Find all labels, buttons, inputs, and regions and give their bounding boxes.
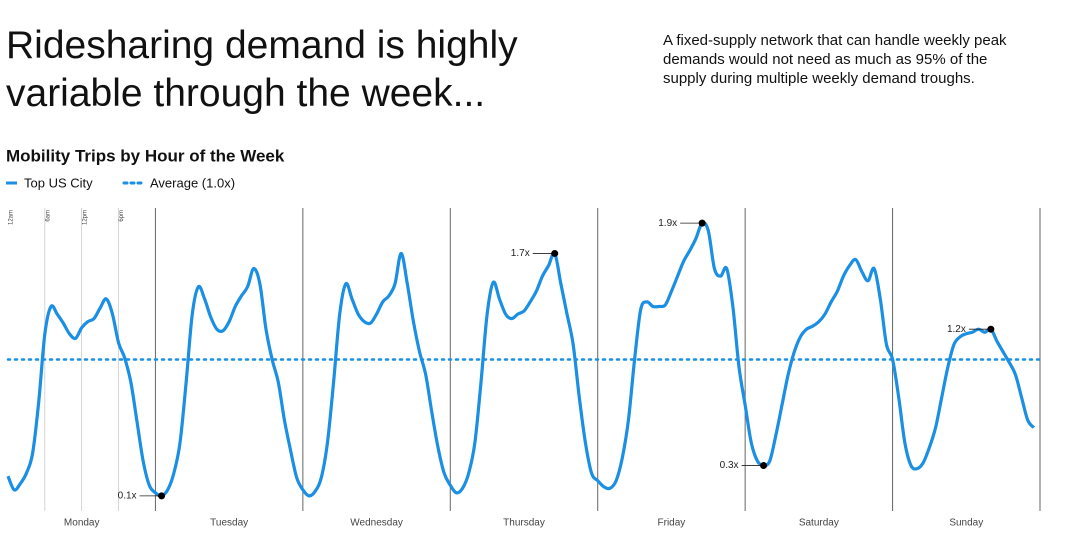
headline: Ridesharing demand is highly variable th… xyxy=(6,24,518,115)
legend-label: Average (1.0x) xyxy=(150,175,235,190)
legend-label: Top US City xyxy=(24,175,93,190)
annotation-point xyxy=(158,492,166,500)
chart-title: Mobility Trips by Hour of the Week xyxy=(6,146,285,165)
x-category-label: Wednesday xyxy=(350,518,403,529)
x-category-label: Friday xyxy=(658,518,686,529)
annotation-point xyxy=(698,219,706,227)
x-category-label: Tuesday xyxy=(210,518,248,529)
annotation-point xyxy=(760,462,768,470)
annotation-label: 1.9x xyxy=(658,218,677,229)
x-category-label: Thursday xyxy=(503,518,545,529)
series-line xyxy=(6,221,1036,498)
x-tick-label: 6am xyxy=(45,210,51,222)
description: A fixed-supply network that can handle w… xyxy=(663,32,1007,87)
annotation-point xyxy=(987,325,995,333)
annotation-label: 1.2x xyxy=(947,324,966,335)
x-category-label: Monday xyxy=(64,518,100,529)
x-category-label: Sunday xyxy=(949,518,983,529)
x-tick-label: 6pm xyxy=(119,210,125,222)
annotation-label: 1.7x xyxy=(511,248,530,259)
x-tick-label: 12am xyxy=(9,210,15,225)
annotation-label: 0.1x xyxy=(118,490,137,501)
x-category-label: Saturday xyxy=(799,518,839,529)
annotation-point xyxy=(551,249,559,257)
annotation-label: 0.3x xyxy=(720,460,739,471)
x-tick-label: 12pm xyxy=(82,210,88,225)
